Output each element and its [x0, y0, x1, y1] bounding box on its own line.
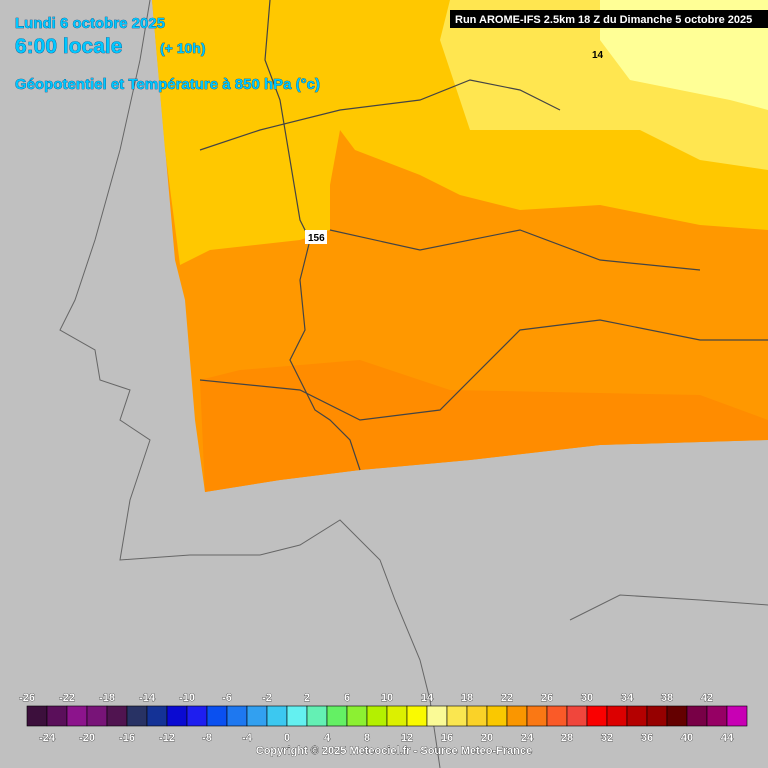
legend-label: 16	[441, 732, 453, 744]
legend-cell	[486, 705, 508, 727]
legend-label: -2	[262, 692, 272, 704]
legend-label: 18	[461, 692, 473, 704]
legend-cell	[266, 705, 288, 727]
legend-label: -18	[99, 692, 115, 704]
legend-cell	[726, 705, 748, 727]
legend-cell	[286, 705, 308, 727]
legend-cell	[626, 705, 648, 727]
legend-label: 30	[581, 692, 593, 704]
legend-label: 44	[721, 732, 734, 744]
run-box	[450, 10, 768, 28]
legend-cell	[26, 705, 48, 727]
label-box	[305, 230, 327, 244]
legend-cell	[666, 705, 688, 727]
legend-cell	[226, 705, 248, 727]
legend-cell	[646, 705, 668, 727]
region-borders	[199, 79, 768, 421]
legend-cell	[546, 705, 568, 727]
legend-cell	[406, 705, 428, 727]
legend-label: -14	[139, 692, 156, 704]
legend-cell	[86, 705, 108, 727]
legend-cell	[186, 705, 208, 727]
coastline	[59, 0, 441, 768]
legend-label: 36	[641, 732, 653, 744]
border-spain-portugal	[264, 0, 361, 471]
legend-label: 0	[284, 732, 290, 744]
legend-cell	[386, 705, 408, 727]
legend-label: -8	[202, 732, 212, 744]
legend-cell	[466, 705, 488, 727]
legend-cell	[526, 705, 548, 727]
legend-label: 10	[381, 692, 393, 704]
legend-cell	[346, 705, 368, 727]
legend-label: 28	[561, 732, 573, 744]
legend-cell	[66, 705, 88, 727]
legend-cell	[146, 705, 168, 727]
legend-cell	[446, 705, 468, 727]
legend-label: -4	[242, 732, 253, 744]
legend-cell	[326, 705, 348, 727]
legend-cell	[206, 705, 228, 727]
legend-cell	[426, 705, 448, 727]
legend-label: 24	[521, 732, 534, 744]
legend-cell	[506, 705, 528, 727]
legend-label: 12	[401, 732, 413, 744]
legend-label: 14	[421, 692, 434, 704]
legend-label: 42	[701, 692, 713, 704]
legend-label: 32	[601, 732, 613, 744]
legend-label: 20	[481, 732, 493, 744]
legend-cell	[246, 705, 268, 727]
legend-cell	[166, 705, 188, 727]
legend-label: -10	[179, 692, 195, 704]
legend-cell	[126, 705, 148, 727]
legend-label: -16	[119, 732, 135, 744]
legend-label: 40	[681, 732, 693, 744]
legend-label: 4	[324, 732, 331, 744]
run-info: Run AROME-IFS 2.5km 18 Z du Dimanche 5 o…	[455, 14, 752, 26]
legend-cell	[586, 705, 608, 727]
time: 6:00 locale	[15, 35, 122, 58]
legend-label: 26	[541, 692, 553, 704]
legend-label: -22	[59, 692, 75, 704]
legend-label: 8	[364, 732, 370, 744]
legend-label: -24	[39, 732, 56, 744]
coastline-africa	[569, 594, 768, 621]
color-legend: -26-24-22-20-18-16-14-12-10-8-6-4-202468…	[19, 692, 748, 744]
copyright: Copyright © 2025 Meteociel.fr - Source M…	[256, 745, 532, 757]
offset: (+ 10h)	[160, 40, 206, 56]
legend-cell	[366, 705, 388, 727]
legend-label: -6	[222, 692, 232, 704]
legend-label: 38	[661, 692, 673, 704]
legend-cell	[606, 705, 628, 727]
legend-cell	[46, 705, 68, 727]
legend-label: -20	[79, 732, 95, 744]
date: Lundi 6 octobre 2025	[15, 15, 165, 32]
legend-cell	[706, 705, 728, 727]
legend-label: -12	[159, 732, 175, 744]
temp-zone-20	[200, 360, 768, 492]
legend-label: 22	[501, 692, 513, 704]
legend-label: 34	[621, 692, 634, 704]
legend-cell	[686, 705, 708, 727]
legend-cell	[306, 705, 328, 727]
legend-label: 6	[344, 692, 350, 704]
legend-label: -26	[19, 692, 35, 704]
legend-cell	[566, 705, 588, 727]
legend-cell	[106, 705, 128, 727]
isohypse-label: 156	[308, 233, 325, 244]
legend-label: 2	[304, 692, 310, 704]
parameter: Géopotentiel et Température à 850 hPa (°…	[15, 76, 320, 93]
isohypse-label: 14	[592, 50, 604, 61]
